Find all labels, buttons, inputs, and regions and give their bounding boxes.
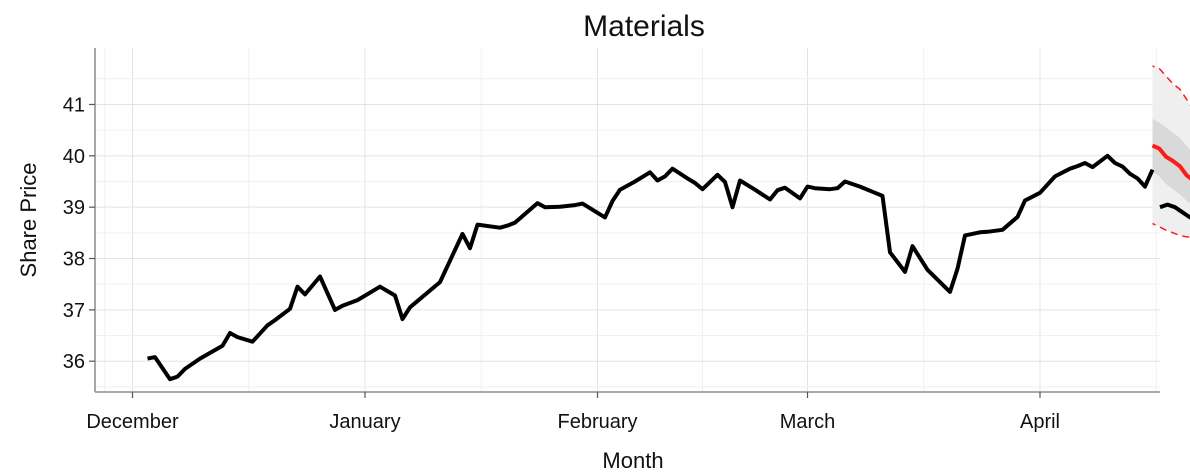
grid-lines — [95, 48, 1160, 392]
x-tick-label: March — [780, 411, 836, 433]
x-tick-label: January — [329, 411, 400, 433]
y-tick-label: 38 — [63, 249, 85, 271]
series-group — [147, 65, 1190, 382]
y-tick-label: 41 — [63, 94, 85, 116]
x-tick-label: April — [1020, 411, 1060, 433]
y-axis-label: Share Price — [16, 163, 41, 278]
plot-background — [95, 48, 1160, 392]
forecast-lower-bound — [1152, 222, 1190, 238]
x-axis-label: Month — [602, 448, 663, 473]
y-tick-label: 36 — [63, 351, 85, 373]
chart-title: Materials — [583, 10, 705, 43]
x-tick-label: December — [86, 411, 179, 433]
y-tick-label: 39 — [63, 197, 85, 219]
forecast-mean-line — [1151, 143, 1190, 181]
history-series-line-recent — [1159, 202, 1190, 220]
x-tick-label: February — [557, 411, 637, 433]
axes-group: 36 37 38 39 40 41 December January February March… — [63, 48, 1160, 433]
y-tick-label: 40 — [63, 146, 85, 168]
y-tick-label: 37 — [63, 300, 85, 322]
history-series-line — [147, 153, 1155, 382]
